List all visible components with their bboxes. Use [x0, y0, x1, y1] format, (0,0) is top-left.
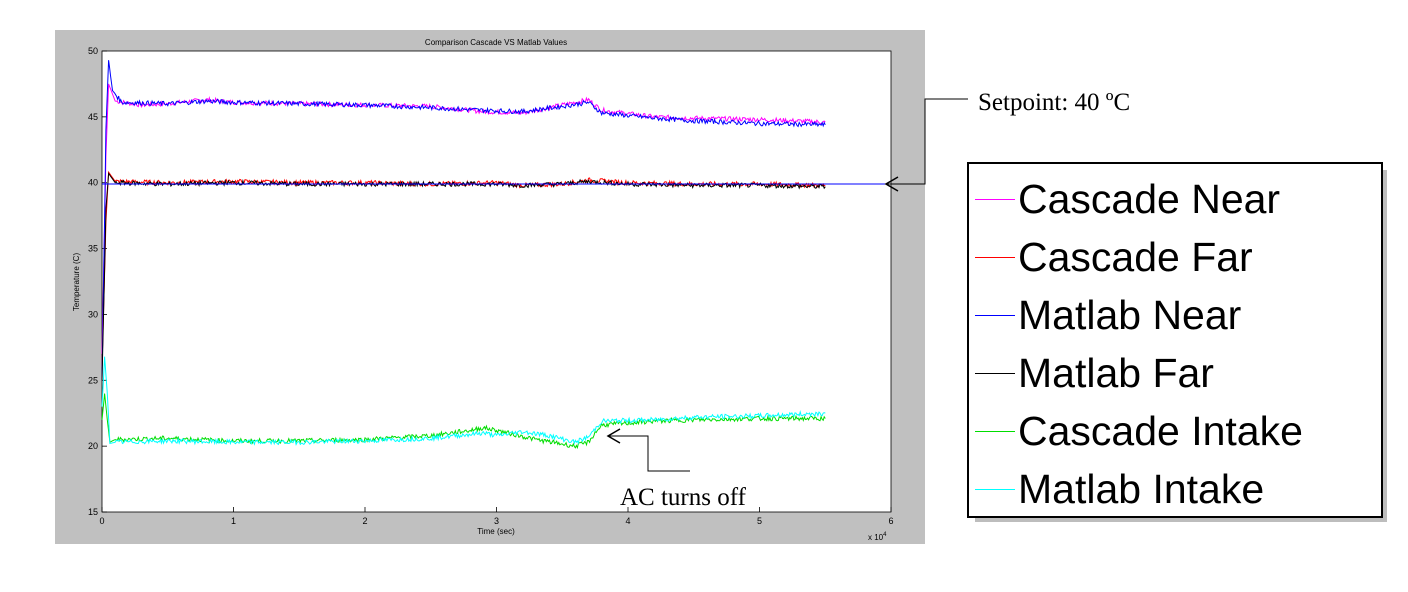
series-line-cascade-intake	[101, 393, 826, 450]
setpoint-arrowhead	[884, 176, 899, 192]
legend-swatch	[975, 314, 1015, 316]
y-tick-label: 45	[88, 112, 98, 122]
setpoint-annotation: Setpoint: 40 ºC	[884, 89, 1130, 192]
setpoint-leader-line	[886, 98, 968, 185]
legend-label: Cascade Near	[1018, 175, 1281, 222]
legend-entry-cascade-intake: Cascade Intake	[975, 402, 1303, 460]
x-tick-label: 2	[362, 516, 367, 526]
x-axis-exponent-base: x 10	[868, 533, 884, 542]
legend-swatch	[975, 430, 1015, 432]
y-tick-label: 40	[88, 178, 98, 188]
x-axis: 0 1 2 3 4 5 6	[99, 507, 894, 526]
chart-title: Comparison Cascade VS Matlab Values	[425, 38, 567, 47]
series-line-matlab-near	[101, 60, 826, 381]
x-tick-label: 4	[625, 516, 630, 526]
x-tick-label: 1	[231, 516, 236, 526]
series-layer	[101, 60, 891, 450]
legend-label: Matlab Far	[1018, 349, 1214, 396]
y-tick-label: 20	[88, 441, 98, 451]
ac-off-leader-line	[608, 435, 690, 472]
legend-label: Cascade Intake	[1018, 407, 1303, 454]
legend-entry-matlab-intake: Matlab Intake	[975, 460, 1264, 518]
x-axis-label: Time (sec)	[477, 527, 515, 536]
series-line-matlab-intake	[101, 356, 826, 446]
x-tick-label: 0	[99, 516, 104, 526]
legend-label: Matlab Intake	[1018, 465, 1265, 512]
legend-entry-matlab-near: Matlab Near	[975, 286, 1241, 344]
y-tick-label: 15	[88, 507, 98, 517]
legend-swatch	[975, 488, 1015, 490]
legend-entry-matlab-far: Matlab Far	[975, 344, 1214, 402]
setpoint-label: Setpoint: 40 ºC	[978, 89, 1130, 116]
legend-swatch	[975, 198, 1015, 200]
ac-off-annotation: AC turns off	[606, 428, 747, 511]
legend-swatch	[975, 256, 1015, 258]
legend: Cascade Near Cascade Far Matlab Near Mat…	[967, 162, 1387, 522]
x-axis-exponent-power: 4	[883, 532, 887, 538]
ac-off-arrowhead	[606, 428, 621, 444]
y-tick-label: 50	[88, 46, 98, 56]
ac-off-label: AC turns off	[620, 484, 747, 511]
x-tick-label: 3	[494, 516, 499, 526]
legend-swatch	[975, 372, 1015, 374]
y-tick-label: 35	[88, 244, 98, 254]
legend-label: Cascade Far	[1018, 233, 1253, 280]
x-tick-label: 6	[888, 516, 893, 526]
legend-entry-cascade-near: Cascade Near	[975, 170, 1280, 228]
y-axis-label: Temperature (C)	[72, 253, 81, 312]
y-tick-label: 30	[88, 309, 98, 319]
x-axis-exponent: x 104	[868, 532, 887, 542]
y-tick-label: 25	[88, 375, 98, 385]
x-tick-label: 5	[757, 516, 762, 526]
legend-label: Matlab Near	[1018, 291, 1242, 338]
legend-entry-cascade-far: Cascade Far	[975, 228, 1253, 286]
